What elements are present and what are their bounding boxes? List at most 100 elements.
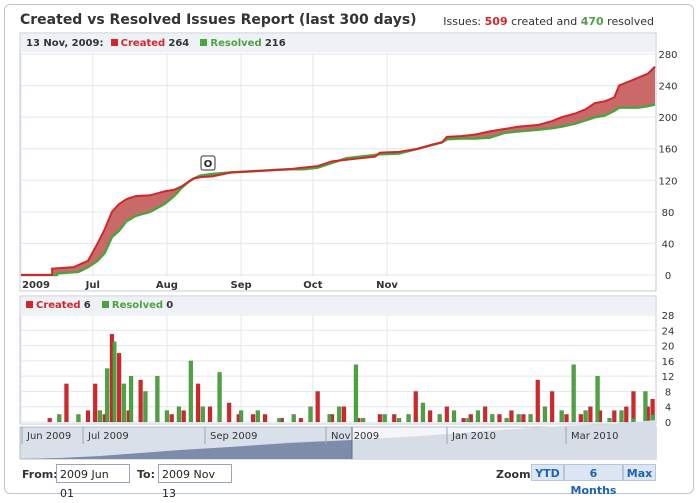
resolved-bar[interactable] bbox=[112, 341, 117, 423]
resolved-bar[interactable] bbox=[360, 417, 366, 423]
resolved-bar[interactable] bbox=[542, 406, 548, 423]
resolved-bar[interactable] bbox=[451, 410, 457, 423]
created-bar[interactable] bbox=[298, 417, 304, 423]
resolved-bar[interactable] bbox=[607, 417, 612, 423]
resolved-bar[interactable] bbox=[121, 383, 127, 423]
created-bar[interactable] bbox=[92, 383, 98, 423]
created-bar[interactable] bbox=[64, 383, 69, 423]
created-bar[interactable] bbox=[181, 410, 186, 423]
resolved-bar[interactable] bbox=[336, 406, 342, 423]
resolved-bar[interactable] bbox=[528, 414, 533, 423]
resolved-bar[interactable] bbox=[164, 410, 170, 423]
resolved-bar[interactable] bbox=[353, 364, 359, 423]
created-bar[interactable] bbox=[427, 410, 433, 423]
created-bar[interactable] bbox=[250, 414, 256, 423]
created-resolved-area[interactable] bbox=[21, 65, 656, 277]
created-bar[interactable] bbox=[444, 406, 450, 423]
created-series-line[interactable] bbox=[21, 65, 656, 276]
resolved-bar[interactable] bbox=[504, 417, 509, 423]
resolved-bar[interactable] bbox=[217, 372, 222, 423]
created-bar[interactable] bbox=[207, 406, 213, 423]
resolved-bar[interactable] bbox=[631, 417, 636, 423]
navigator-label: Sep 2009 bbox=[210, 431, 257, 442]
resolved-bar[interactable] bbox=[97, 410, 103, 423]
main-x-tick-label: Sep bbox=[231, 280, 252, 291]
resolved-bar[interactable] bbox=[327, 414, 332, 423]
main-y-tick-label: 120 bbox=[658, 176, 677, 187]
resolved-bar[interactable] bbox=[255, 410, 261, 423]
resolved-bar[interactable] bbox=[571, 364, 576, 423]
navigator-label: Mar 2010 bbox=[571, 431, 619, 442]
resolved-bar[interactable] bbox=[188, 360, 194, 423]
created-bar[interactable] bbox=[195, 383, 201, 423]
navigator-label: Nov 2009 bbox=[331, 431, 379, 442]
created-bar[interactable] bbox=[461, 417, 466, 423]
resolved-bar[interactable] bbox=[155, 375, 160, 423]
resolved-bar[interactable] bbox=[559, 410, 564, 423]
created-bar[interactable] bbox=[169, 414, 174, 423]
resolved-bar[interactable] bbox=[76, 414, 81, 423]
created-bar[interactable] bbox=[482, 406, 488, 423]
zoom-6-months-button[interactable]: 6 Months bbox=[564, 464, 623, 497]
created-bar[interactable] bbox=[578, 414, 584, 423]
resolved-bar[interactable] bbox=[643, 391, 648, 423]
created-bar[interactable] bbox=[47, 417, 52, 423]
zoom-ytd-button[interactable]: YTD bbox=[531, 464, 564, 481]
resolved-bar[interactable] bbox=[437, 414, 442, 423]
resolved-bar[interactable] bbox=[619, 410, 624, 423]
resolved-bar[interactable] bbox=[200, 406, 206, 423]
created-bar[interactable] bbox=[262, 414, 268, 423]
created-bar[interactable] bbox=[631, 391, 636, 423]
created-bar[interactable] bbox=[116, 352, 122, 423]
created-bar[interactable] bbox=[315, 391, 320, 423]
created-bar[interactable] bbox=[226, 402, 232, 423]
created-bar[interactable] bbox=[497, 414, 502, 423]
resolved-bar[interactable] bbox=[57, 414, 62, 423]
from-date-input[interactable]: 2009 Jun 01 bbox=[56, 464, 130, 500]
to-date-input[interactable]: 2009 Nov 13 bbox=[158, 464, 232, 500]
resolved-bar[interactable] bbox=[277, 417, 282, 423]
main-y-tick-label: 200 bbox=[658, 113, 677, 124]
issues-summary: Issues: 509 created and 470 resolved bbox=[443, 15, 654, 28]
resolved-bar[interactable] bbox=[382, 414, 387, 423]
resolved-bar[interactable] bbox=[490, 414, 495, 423]
resolved-bar[interactable] bbox=[583, 410, 588, 423]
resolved-bar[interactable] bbox=[466, 417, 471, 423]
created-bar[interactable] bbox=[413, 391, 419, 423]
bar-legend-created-value: 6 bbox=[83, 300, 91, 311]
created-bar[interactable] bbox=[588, 406, 593, 423]
created-bar[interactable] bbox=[564, 414, 569, 423]
created-bar[interactable] bbox=[535, 379, 541, 423]
resolved-bar[interactable] bbox=[104, 368, 110, 423]
resolved-bar[interactable] bbox=[420, 402, 426, 423]
resolved-bar[interactable] bbox=[128, 375, 134, 423]
main-x-tick-label: Nov bbox=[376, 280, 398, 291]
zoom-label: Zoom: bbox=[496, 468, 535, 481]
resolved-bar[interactable] bbox=[143, 391, 148, 423]
created-bar[interactable] bbox=[612, 410, 617, 423]
resolved-bar[interactable] bbox=[595, 375, 600, 423]
created-bar[interactable] bbox=[85, 410, 91, 423]
navigator[interactable]: Jun 2009 Jul 2009 Sep 2009 Nov 2009 Jan 2010… bbox=[19, 420, 657, 460]
created-bar[interactable] bbox=[624, 406, 629, 423]
created-bar[interactable] bbox=[509, 410, 514, 423]
created-bar[interactable] bbox=[341, 406, 347, 423]
resolved-bar[interactable] bbox=[475, 410, 481, 423]
zoom-max-button[interactable]: Max bbox=[623, 464, 656, 481]
bar-y-tick-label: 24 bbox=[662, 326, 675, 337]
created-bar[interactable] bbox=[138, 379, 143, 423]
daily-bars[interactable] bbox=[47, 333, 655, 423]
created-bar[interactable] bbox=[391, 414, 397, 423]
flag-marker[interactable]: O bbox=[200, 155, 216, 171]
created-bar[interactable] bbox=[549, 391, 555, 423]
resolved-bar[interactable] bbox=[516, 414, 521, 423]
resolved-bar[interactable] bbox=[396, 417, 402, 423]
created-bar[interactable] bbox=[521, 414, 526, 423]
resolved-bar[interactable] bbox=[176, 406, 182, 423]
resolved-bar[interactable] bbox=[291, 414, 296, 423]
resolved-bar[interactable] bbox=[308, 406, 313, 423]
created-bar[interactable] bbox=[377, 414, 383, 423]
resolved-bar[interactable] bbox=[238, 410, 244, 423]
resolved-bar[interactable] bbox=[406, 414, 411, 423]
